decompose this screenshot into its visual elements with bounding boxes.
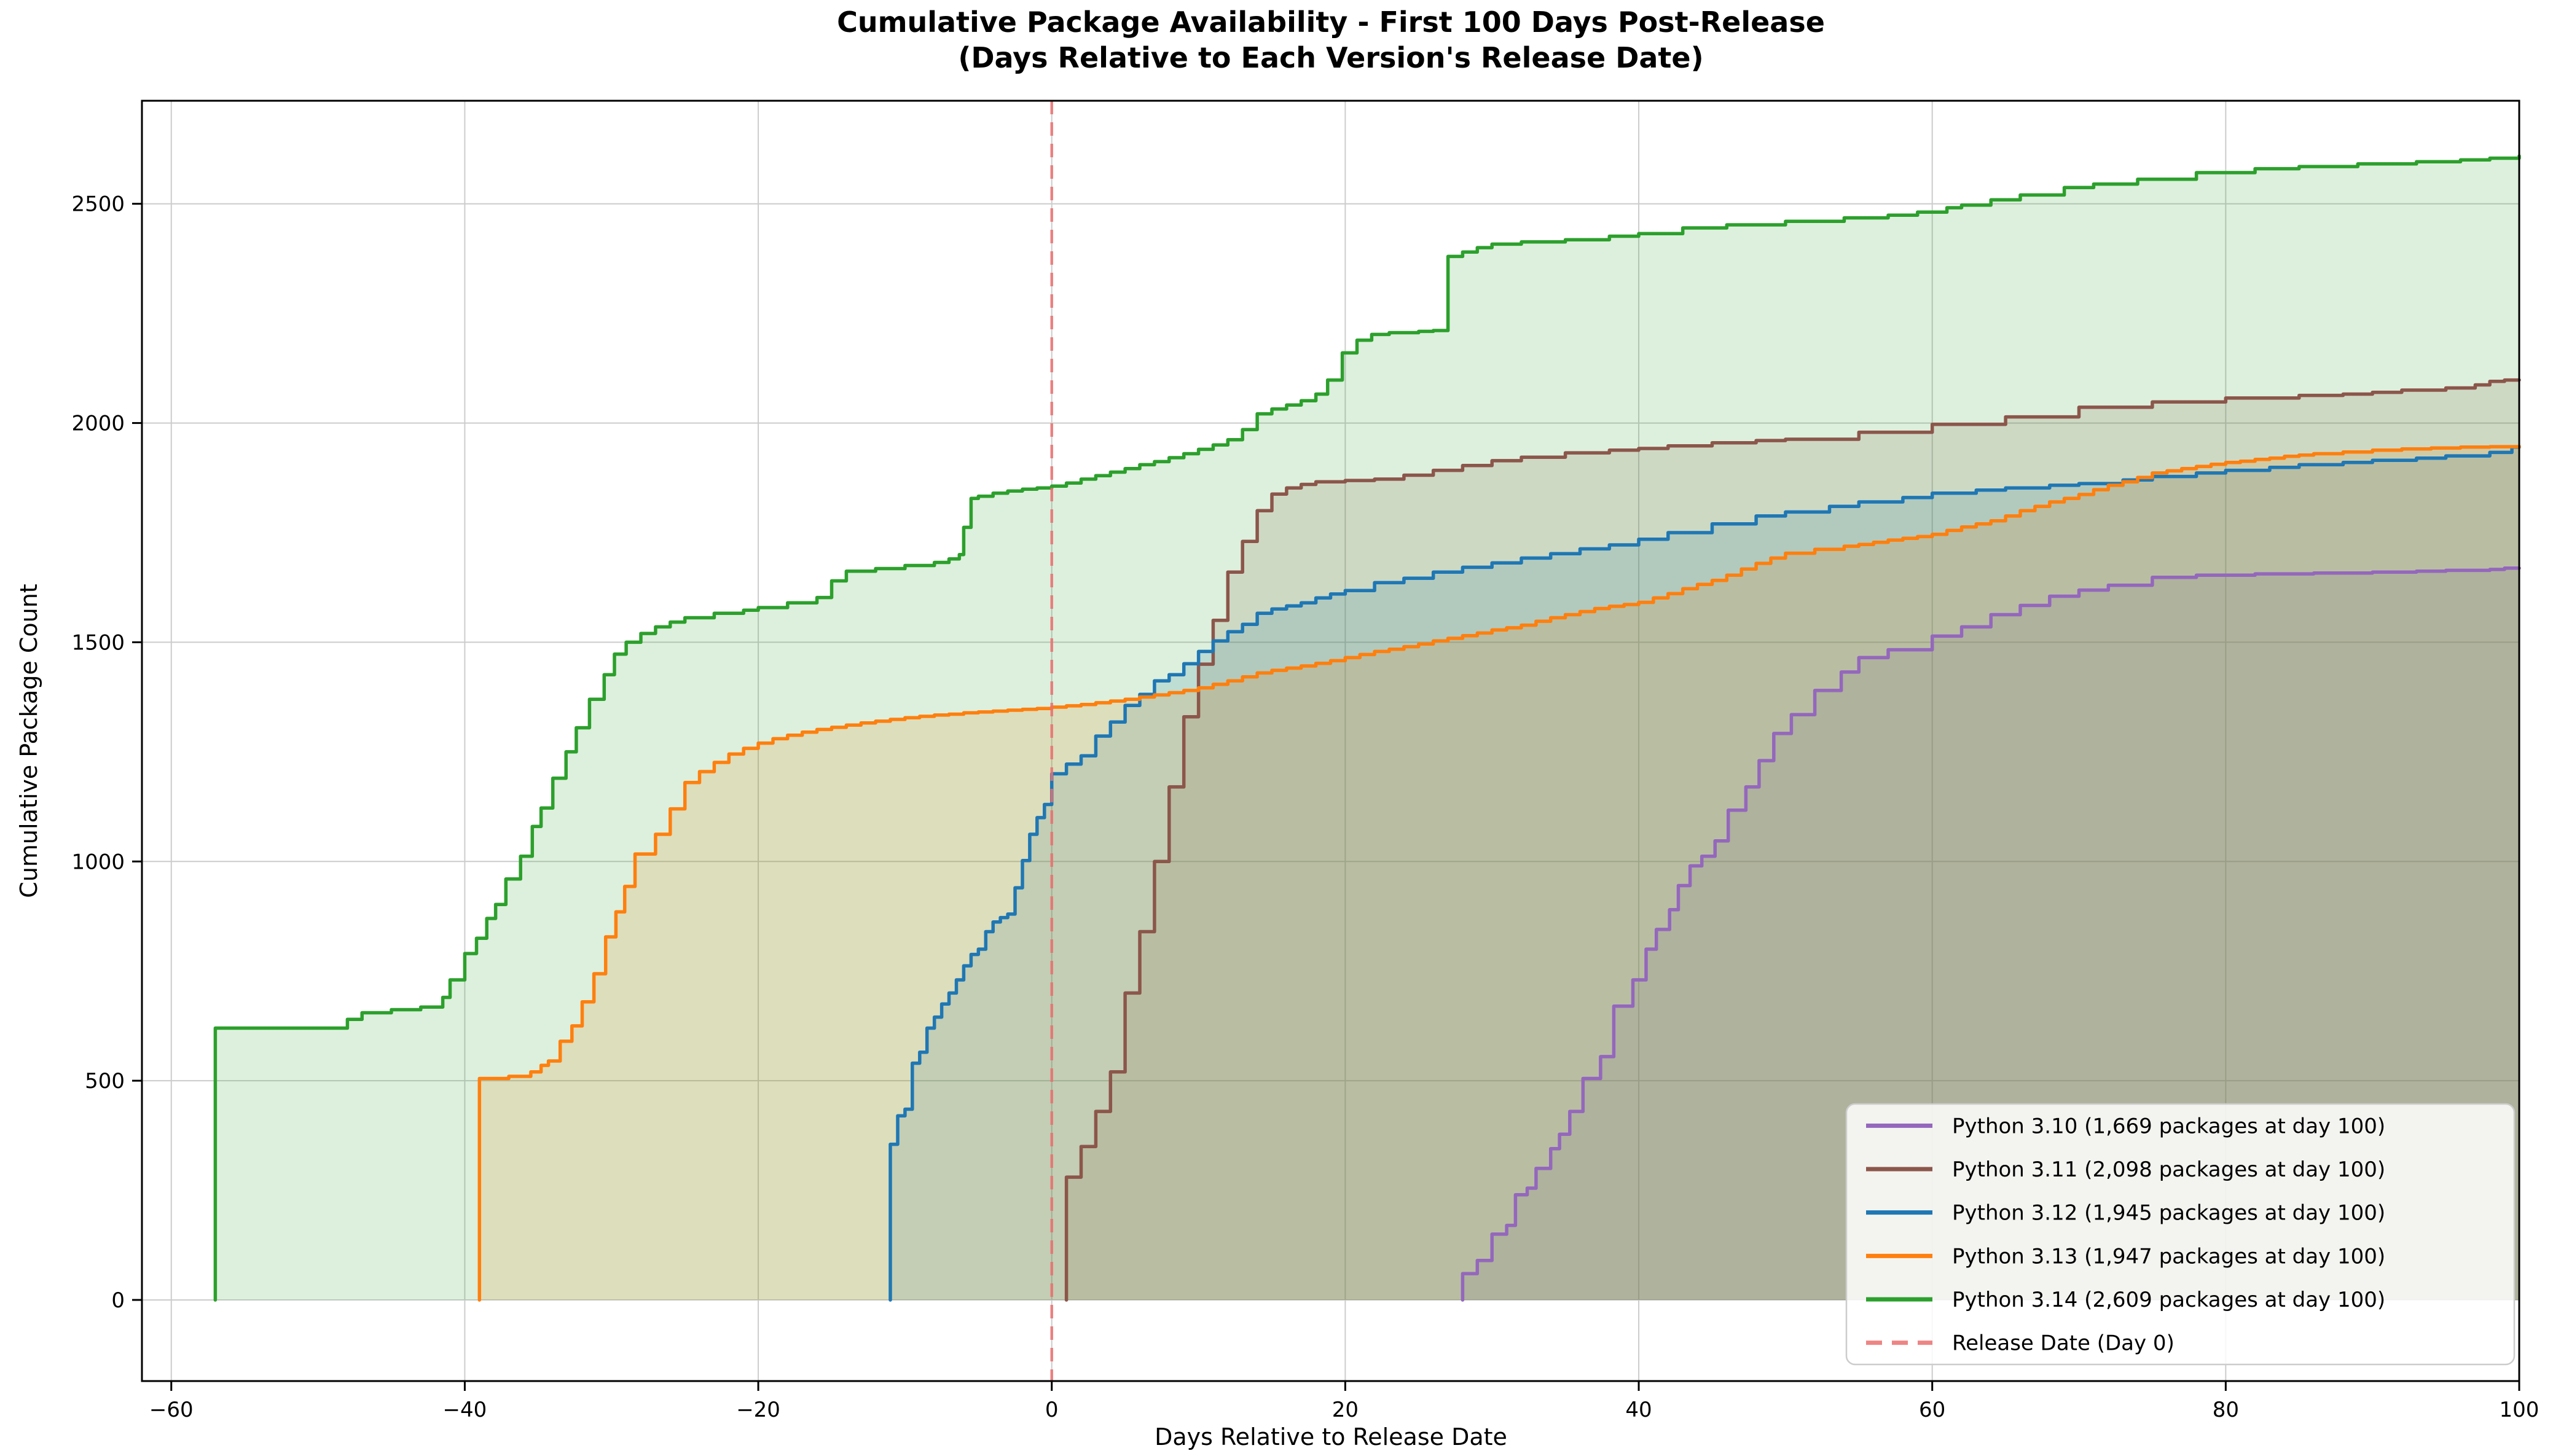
tick-layer [132,203,2520,1391]
legend-entry-label: Release Date (Day 0) [1952,1331,2175,1356]
x-tick-label: 20 [1332,1398,1359,1422]
x-tick-label: −60 [149,1398,194,1422]
legend: Python 3.10 (1,669 packages at day 100) P… [1845,1103,2516,1366]
legend-entry-label: Python 3.12 (1,945 packages at day 100) [1952,1201,2385,1226]
series-line-python-3-13 [477,444,2521,1302]
x-tick-label: 60 [1919,1398,1945,1422]
chart-title-line-1: Cumulative Package Availability - First … [837,6,1825,39]
y-tick-label: 1000 [71,850,125,874]
x-tick-label: 100 [2500,1398,2539,1422]
series-fill-python-3-14 [215,155,2520,1300]
series-fill-python-3-12 [890,447,2519,1300]
series-line-python-3-10 [1461,566,2521,1302]
legend-entry-label: Python 3.14 (2,609 packages at day 100) [1952,1288,2385,1312]
tick-label-layer: −60 −40 −20 0 20 40 60 80 1000500100015002000250… [71,192,2539,1422]
legend-entry-label: Python 3.13 (1,947 packages at day 100) [1952,1244,2385,1269]
series-line-layer [213,154,2521,1302]
series-line-python-3-11 [1064,378,2521,1302]
series-line-python-3-12 [888,445,2521,1302]
axes-spines [141,100,2520,1382]
x-axis-label: Days Relative to Release Date [1155,1423,1507,1450]
y-tick-label: 0 [111,1288,125,1313]
y-axis-label: Cumulative Package Count [15,584,42,898]
y-tick-label: 500 [85,1069,125,1094]
y-tick-label: 2500 [71,192,125,217]
series-fill-python-3-11 [1066,380,2519,1300]
x-tick-label: −20 [736,1398,780,1422]
x-tick-label: 0 [1045,1398,1059,1422]
y-tick-label: 2000 [71,412,125,436]
legend-box [1845,1103,2516,1366]
series-fill-python-3-13 [479,446,2519,1300]
series-fill-layer [215,155,2520,1300]
x-tick-label: 40 [1625,1398,1652,1422]
x-tick-label: 80 [2213,1398,2239,1422]
y-tick-label: 1500 [71,630,125,655]
x-tick-label: −40 [443,1398,487,1422]
chart-title-line-2: (Days Relative to Each Version's Release… [958,41,1703,74]
legend-entry-label: Python 3.10 (1,669 packages at day 100) [1952,1114,2385,1138]
legend-entry-label: Python 3.11 (2,098 packages at day 100) [1952,1157,2385,1182]
series-line-python-3-14 [213,154,2521,1302]
